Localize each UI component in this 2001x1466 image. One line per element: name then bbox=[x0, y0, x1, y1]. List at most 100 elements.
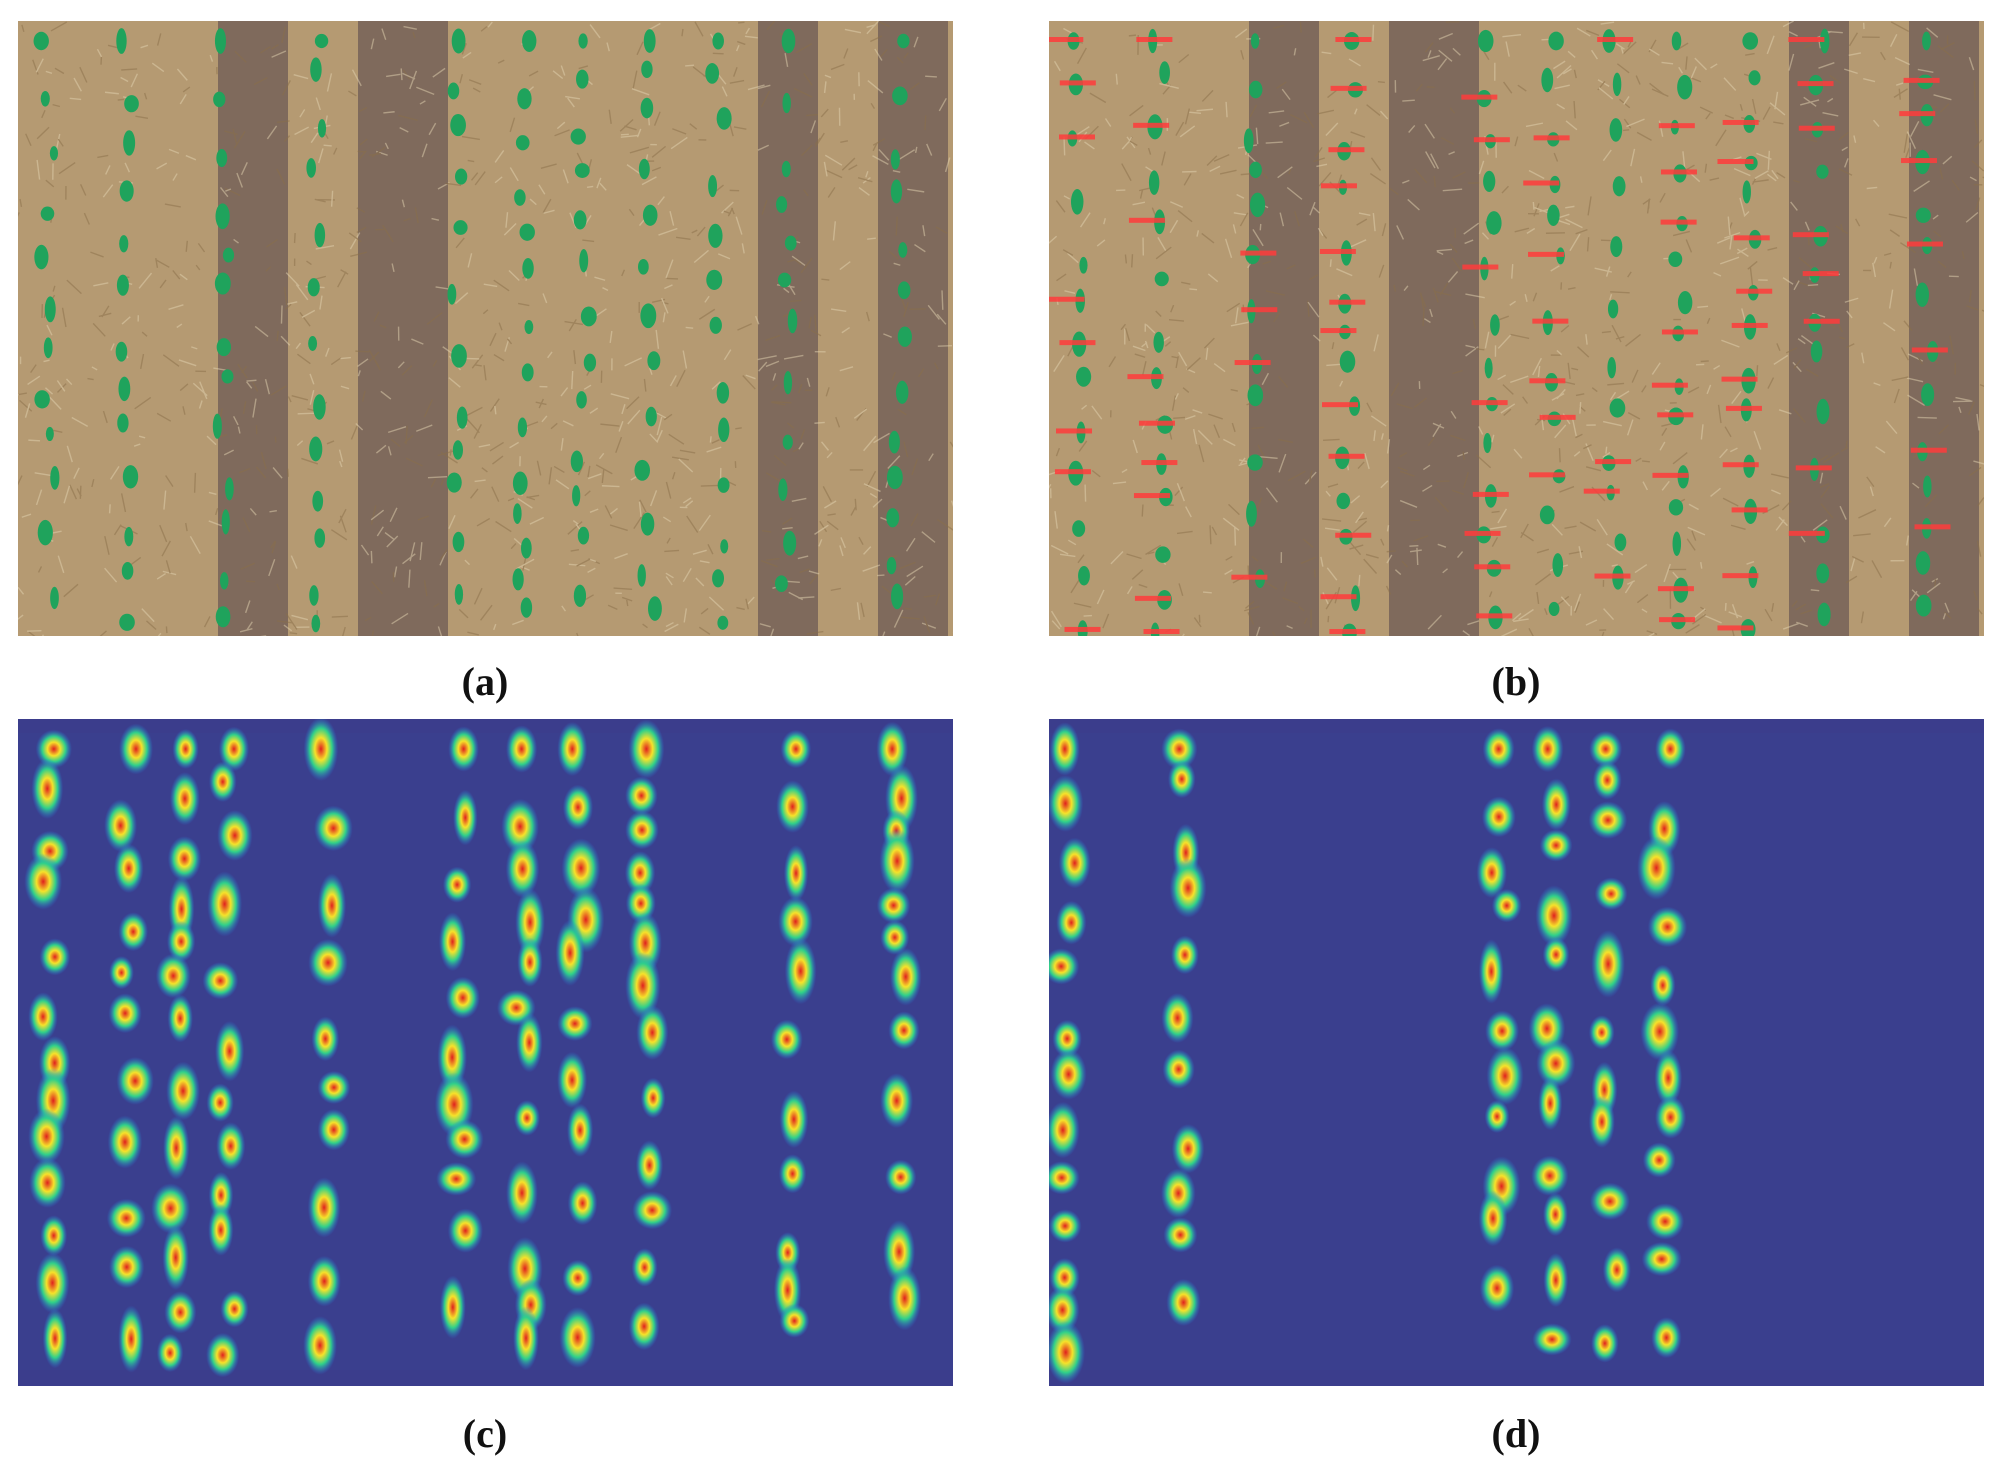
detection-label bbox=[1127, 374, 1164, 380]
caption-b: (b) bbox=[1491, 659, 1541, 704]
detection-label bbox=[1143, 629, 1180, 635]
seedling bbox=[777, 272, 792, 288]
heat-blob bbox=[1541, 778, 1571, 831]
detection-label bbox=[1474, 564, 1511, 570]
heat-blob bbox=[155, 953, 191, 999]
heat-blob bbox=[208, 1204, 234, 1256]
detection-label bbox=[1725, 405, 1762, 411]
seedling bbox=[573, 584, 587, 608]
heat-blob bbox=[1486, 1046, 1524, 1105]
soil-strip bbox=[358, 21, 448, 636]
heat-blob bbox=[516, 1012, 543, 1073]
seedling bbox=[314, 528, 326, 548]
heat-blob bbox=[1543, 1192, 1568, 1237]
heat-blob bbox=[151, 1183, 191, 1234]
seedling bbox=[520, 537, 532, 559]
heat-blob bbox=[108, 956, 134, 990]
seedling bbox=[451, 344, 467, 368]
seedling bbox=[34, 390, 50, 409]
heat-blob bbox=[876, 887, 911, 924]
seedling bbox=[221, 369, 234, 384]
seedling bbox=[454, 583, 464, 605]
seedling bbox=[311, 614, 321, 633]
detection-label bbox=[1059, 340, 1096, 346]
heat-blob bbox=[1481, 796, 1516, 838]
seedling bbox=[1547, 204, 1560, 226]
seedling bbox=[451, 28, 466, 54]
seedling bbox=[781, 28, 796, 54]
seedling bbox=[1609, 118, 1623, 142]
seedling bbox=[1816, 164, 1829, 179]
heat-blob bbox=[314, 805, 353, 852]
heat-blob bbox=[640, 1077, 666, 1119]
heat-blob bbox=[778, 896, 813, 947]
seedling bbox=[708, 175, 718, 198]
heat-blob bbox=[888, 1266, 922, 1331]
heat-blob bbox=[1161, 728, 1198, 770]
seedling bbox=[897, 326, 912, 347]
detection-label bbox=[1722, 119, 1759, 125]
seedling bbox=[570, 450, 583, 473]
heat-blob bbox=[119, 723, 153, 775]
detection-label bbox=[1133, 122, 1170, 128]
heat-blob bbox=[1542, 937, 1570, 973]
seedling bbox=[1748, 70, 1761, 86]
seedling bbox=[647, 351, 661, 371]
seedling bbox=[119, 235, 129, 253]
seedling bbox=[1548, 601, 1560, 617]
seedling bbox=[1607, 299, 1619, 319]
detection-label bbox=[1471, 400, 1508, 406]
heat-blob bbox=[28, 1108, 65, 1165]
detection-label bbox=[1059, 80, 1096, 86]
seedling bbox=[1148, 170, 1160, 195]
heat-blob bbox=[118, 912, 149, 952]
heat-blob bbox=[885, 1159, 917, 1195]
detection-label bbox=[1472, 491, 1509, 497]
seedling bbox=[514, 189, 526, 206]
heat-blob bbox=[1651, 1317, 1682, 1359]
seedling bbox=[222, 247, 235, 263]
heat-blob bbox=[567, 1181, 598, 1226]
detection-label bbox=[1659, 617, 1696, 623]
heat-blob bbox=[1588, 1015, 1615, 1050]
seedling bbox=[1246, 500, 1257, 527]
seedling bbox=[576, 69, 589, 89]
seedling bbox=[225, 477, 234, 501]
detection-label bbox=[1903, 77, 1940, 83]
detection-label bbox=[1058, 134, 1095, 140]
seedling bbox=[888, 430, 900, 454]
seedling bbox=[570, 128, 586, 145]
heat-blob bbox=[447, 1208, 484, 1253]
straw-texture bbox=[18, 21, 953, 636]
detection-label bbox=[1240, 250, 1277, 256]
seedling bbox=[312, 490, 324, 512]
detection-label bbox=[1064, 626, 1101, 632]
seedling bbox=[512, 471, 528, 496]
heat-blob bbox=[1049, 722, 1080, 776]
heat-blob bbox=[438, 912, 467, 972]
heatmap-background bbox=[18, 719, 953, 1386]
seedling bbox=[314, 33, 329, 49]
seedling bbox=[117, 413, 129, 433]
detection-label bbox=[1797, 81, 1834, 87]
heat-blob bbox=[35, 1252, 70, 1314]
detection-label bbox=[1721, 376, 1758, 382]
heat-blob bbox=[108, 993, 142, 1034]
heat-blob bbox=[311, 1016, 340, 1062]
detection-label bbox=[1330, 85, 1367, 91]
detection-label bbox=[1335, 37, 1372, 42]
seedling bbox=[1076, 366, 1092, 387]
detection-label bbox=[1128, 217, 1165, 223]
seedling bbox=[1921, 383, 1935, 407]
seedling bbox=[1672, 531, 1682, 556]
seedling bbox=[452, 531, 465, 553]
seedling bbox=[306, 158, 316, 178]
heat-blob bbox=[166, 1061, 200, 1121]
heat-blob bbox=[1167, 760, 1196, 799]
seedling bbox=[115, 341, 128, 362]
detection-label bbox=[1533, 135, 1570, 141]
seedling bbox=[716, 382, 730, 404]
seedling bbox=[50, 466, 60, 490]
seedling bbox=[648, 596, 662, 621]
seedling bbox=[453, 220, 468, 235]
